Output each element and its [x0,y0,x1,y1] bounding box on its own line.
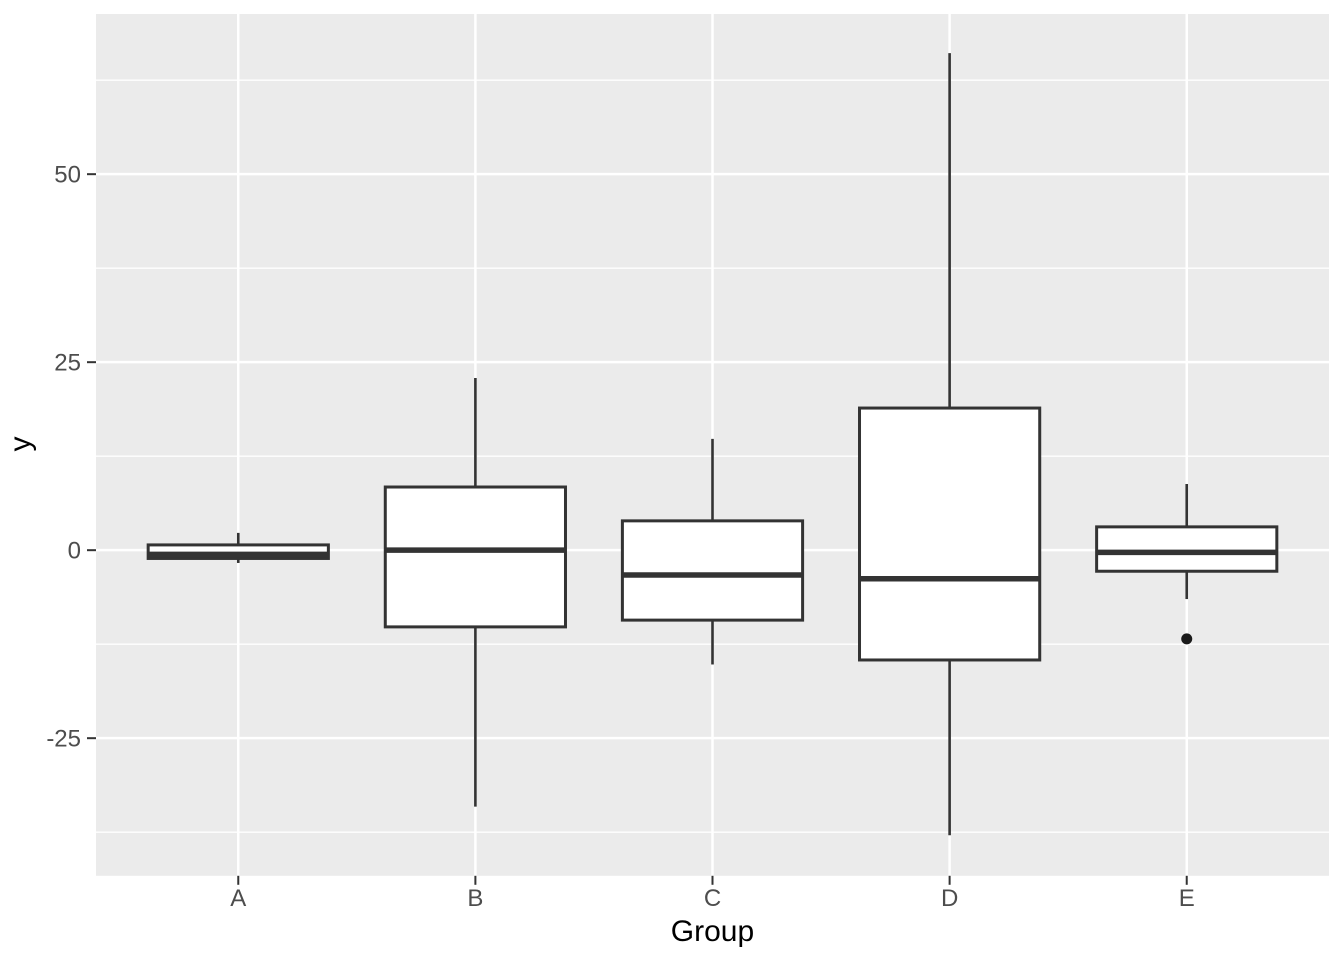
boxplot-D [858,53,1042,836]
iqr-box [858,406,1042,662]
boxplot-B [383,377,567,807]
boxplot-E [1095,484,1279,645]
y-axis-title: y [4,437,37,452]
x-axis-title: Group [671,915,754,948]
y-tick-label--25: -25 [46,726,81,753]
boxplot-A [146,532,330,563]
iqr-box [620,519,805,622]
boxplots [146,53,1279,836]
x-tick-label-B: B [467,885,483,912]
outlier-point [1181,633,1193,645]
x-tick-label-D: D [941,885,958,912]
boxplot-C [620,438,805,665]
y-tick-label-25: 25 [54,350,81,377]
axis-ticks [87,173,1188,885]
y-tick-label-0: 0 [68,538,81,565]
x-tick-label-C: C [704,885,721,912]
iqr-box [1095,525,1279,573]
iqr-box [383,485,567,629]
x-tick-label-A: A [230,885,246,912]
x-tick-label-E: E [1179,885,1195,912]
axis-tick-labels: -25 0 25 50 A B C D E [46,162,1194,912]
y-tick-label-50: 50 [54,162,81,189]
